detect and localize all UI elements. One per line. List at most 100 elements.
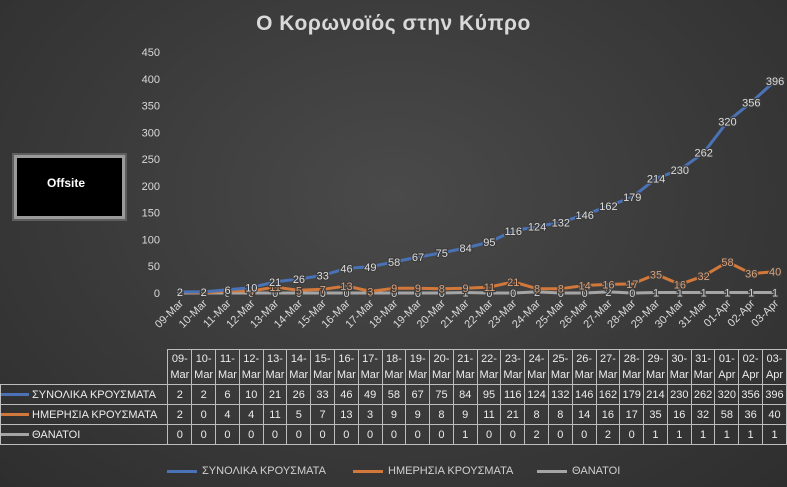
table-row-label: ΣΥΝΟΛΙΚΑ ΚΡΟΥΣΜΑΤΑ: [0, 384, 169, 405]
table-cell: 9: [452, 404, 478, 425]
data-label: 0: [558, 288, 564, 300]
table-cell: 1: [666, 424, 692, 445]
table-cell: 35: [643, 404, 668, 425]
data-label: 162: [599, 201, 617, 213]
data-label: 8: [439, 284, 445, 296]
table-cell: 11: [476, 404, 502, 425]
y-tick-label: 400: [142, 74, 160, 86]
data-label: 17: [626, 279, 638, 291]
data-table: 09- Mar 10- Mar 11- Mar 12- Mar 13- Mar 14- Mar 15- M…: [0, 349, 787, 445]
data-label: 1: [748, 287, 754, 299]
table-column-header: 18- Mar: [381, 349, 407, 385]
data-label: 8: [558, 284, 564, 296]
data-label: 11: [484, 282, 495, 294]
table-cell: 1: [452, 424, 478, 445]
data-label: 21: [269, 277, 281, 289]
data-label: 10: [245, 283, 257, 295]
legend-item: ΗΜΕΡΗΣΙΑ ΚΡΟΥΣΜΑΤΑ: [353, 465, 513, 477]
table-cell: 1: [762, 424, 787, 445]
table-column-header: 09- Mar: [167, 349, 193, 385]
data-label: 0: [367, 288, 373, 300]
table-column-header: 12- Mar: [238, 349, 264, 385]
y-tick-label: 450: [142, 47, 160, 59]
data-label: 32: [698, 271, 710, 283]
data-label: 4: [248, 286, 254, 298]
table-cell: 0: [286, 424, 312, 445]
data-label: 146: [575, 210, 593, 222]
data-label: 2: [177, 287, 183, 299]
data-label: 0: [224, 288, 230, 300]
legend-key: [1, 393, 29, 397]
table-cell: 230: [666, 384, 692, 405]
table-cell: 262: [690, 384, 716, 405]
table-column-header: 14- Mar: [286, 349, 312, 385]
table-header-row: 09- Mar 10- Mar 11- Mar 12- Mar 13- Mar 14- Mar 15- M…: [0, 349, 787, 385]
data-label: 0: [629, 288, 635, 300]
data-label: 262: [694, 148, 712, 160]
table-cell: 146: [571, 384, 597, 405]
data-label: 1: [677, 287, 683, 299]
data-label: 7: [320, 284, 326, 296]
table-cell: 21: [262, 384, 288, 405]
data-label: 26: [293, 274, 305, 286]
data-label: 0: [177, 288, 183, 300]
table-cell: 2: [191, 384, 217, 405]
table-column-header: 23- Mar: [500, 349, 526, 385]
table-column-header: 15- Mar: [310, 349, 335, 385]
table-cell: 46: [333, 384, 359, 405]
data-label: 0: [296, 288, 302, 300]
table-cell: 33: [310, 384, 335, 405]
table-cell: 17: [619, 404, 645, 425]
data-label: 124: [528, 222, 546, 234]
table-cell: 9: [405, 404, 431, 425]
table-cell: 16: [666, 404, 692, 425]
table-column-header: 29- Mar: [643, 349, 668, 385]
data-label: 356: [742, 97, 760, 109]
data-label: 1: [772, 287, 778, 299]
data-label: 132: [552, 217, 570, 229]
table-column-header: 16- Mar: [333, 349, 359, 385]
data-label: 396: [766, 76, 784, 88]
table-cell: 179: [619, 384, 645, 405]
data-label: 0: [415, 288, 421, 300]
data-label: 67: [412, 252, 424, 264]
legend-key: [1, 413, 29, 417]
data-label: 0: [272, 288, 278, 300]
table-column-header: 22- Mar: [476, 349, 502, 385]
y-tick-label: 300: [142, 127, 160, 139]
table-cell: 2: [167, 404, 193, 425]
table-cell: 14: [571, 404, 597, 425]
data-label: 36: [745, 269, 757, 281]
table-column-header: 30- Mar: [666, 349, 692, 385]
table-column-header: 13- Mar: [262, 349, 288, 385]
table-cell: 9: [381, 404, 407, 425]
data-label: 0: [343, 288, 349, 300]
table-cell: 21: [500, 404, 526, 425]
data-label: 116: [504, 226, 522, 238]
table-column-header: 24- Mar: [524, 349, 549, 385]
data-label: 5: [296, 285, 302, 297]
table-cell: 0: [310, 424, 335, 445]
data-label: 13: [340, 281, 352, 293]
table-cell: 0: [191, 404, 217, 425]
data-label: 1: [724, 287, 730, 299]
table-cell: 1: [738, 424, 763, 445]
table-cell: 356: [738, 384, 763, 405]
table-cell: 40: [762, 404, 787, 425]
table-row: ΘΑΝΑΤΟΙ 0 0 0 0 0 0 0 0 0 0 0 0 1 0 0 2 0 0 2 0 1 1 1 1 1 1: [0, 424, 787, 445]
data-label: 58: [388, 257, 400, 269]
table-cell: 16: [595, 404, 621, 425]
table-cell: 1: [690, 424, 716, 445]
table-row: ΗΜΕΡΗΣΙΑ ΚΡΟΥΣΜΑΤΑ 2 0 4 4 11 5 7 13 3 9 9 8 9 11 21 8 8 1…: [0, 404, 787, 425]
legend-swatch: [537, 469, 567, 473]
data-label: 49: [364, 262, 376, 274]
table-column-header: 02- Apr: [738, 349, 763, 385]
table-cell: 0: [571, 424, 597, 445]
data-label: 35: [650, 269, 662, 281]
data-label: 0: [439, 288, 445, 300]
x-tick-label: 03-Apr: [749, 297, 781, 329]
data-label: 214: [647, 173, 665, 185]
offsite-logo: Offsite: [14, 155, 125, 219]
table-cell: 8: [524, 404, 549, 425]
chart-title: Ο Κορωνοϊός στην Κύπρο: [256, 12, 531, 35]
